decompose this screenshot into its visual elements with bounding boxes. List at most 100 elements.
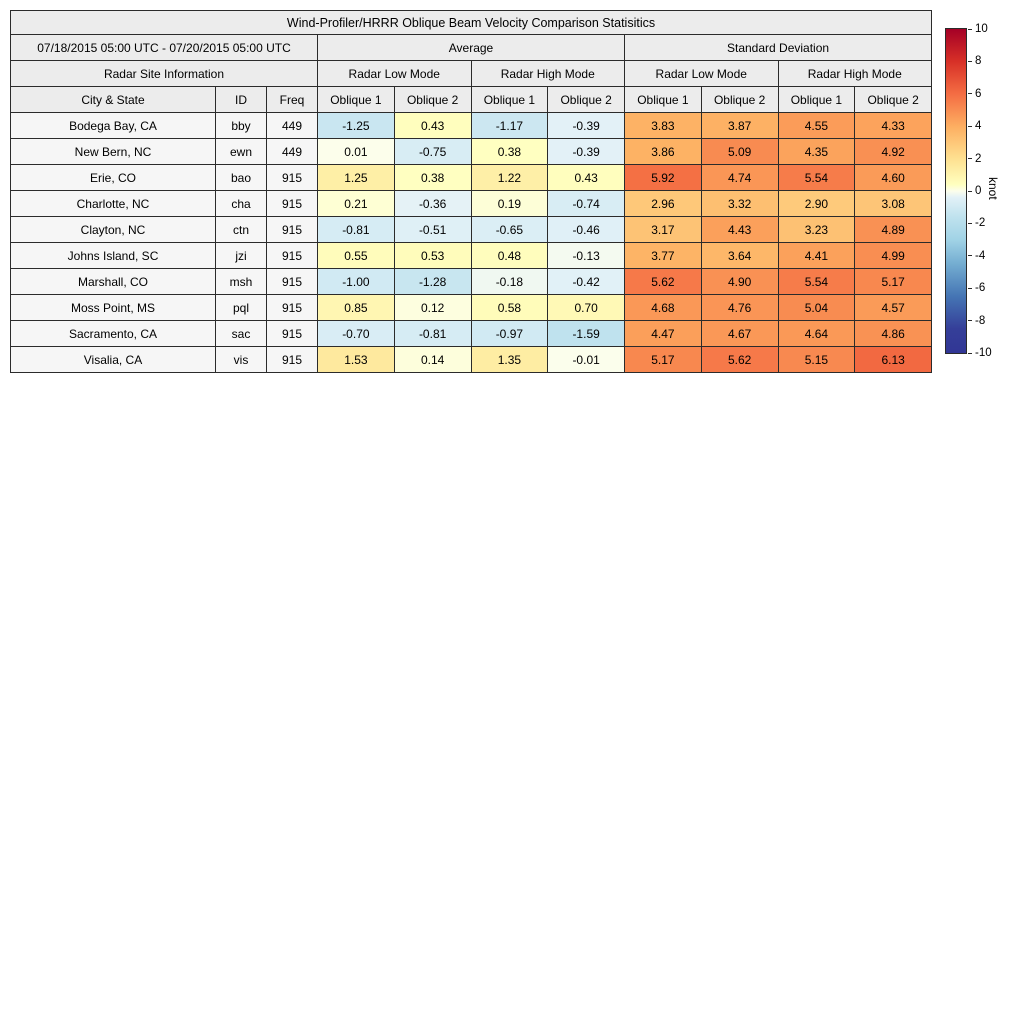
value-cell: 4.76 (700, 294, 779, 321)
group-header-row: 07/18/2015 05:00 UTC - 07/20/2015 05:00 … (10, 34, 933, 61)
table-row: Marshall, CO msh 915 -1.00 -1.28 -0.18 -0.42 5.… (10, 268, 933, 295)
value-cell: 0.55 (317, 242, 395, 269)
city-state-header: City & State (10, 86, 216, 113)
value-cell: 0.85 (317, 294, 395, 321)
colorbar-tick-label: 0 (975, 184, 982, 197)
city-cell: Charlotte, NC (10, 190, 216, 217)
colorbar-tick-mark (968, 60, 972, 62)
stats-table: Wind-Profiler/HRRR Oblique Beam Velocity… (9, 10, 933, 373)
city-cell: Johns Island, SC (10, 242, 216, 269)
value-cell: 5.04 (777, 294, 856, 321)
table-row: Sacramento, CA sac 915 -0.70 -0.81 -0.97 -1.59… (10, 320, 933, 347)
freq-cell: 915 (266, 190, 318, 217)
value-cell: 4.33 (854, 112, 933, 139)
value-cell: 4.99 (854, 242, 933, 269)
value-cell: -0.36 (393, 190, 472, 217)
colorbar-tick-label: -6 (975, 281, 986, 294)
value-cell: 4.67 (700, 320, 779, 347)
value-cell: -0.46 (547, 216, 625, 243)
colorbar-tick-label: -4 (975, 249, 986, 262)
table-row: Erie, CO bao 915 1.25 0.38 1.22 0.43 5.92 4.74 5.… (10, 164, 933, 191)
value-cell: 0.58 (470, 294, 549, 321)
value-cell: -0.51 (393, 216, 472, 243)
avg-high-mode-header: Radar High Mode (470, 60, 625, 87)
value-cell: 4.60 (854, 164, 933, 191)
colorbar-tick-mark (968, 287, 972, 289)
table-row: New Bern, NC ewn 449 0.01 -0.75 0.38 -0.39 3.86… (10, 138, 933, 165)
id-cell: cha (215, 190, 267, 217)
colorbar-tick-mark (968, 222, 972, 224)
freq-cell: 915 (266, 164, 318, 191)
table-row: Clayton, NC ctn 915 -0.81 -0.51 -0.65 -0.46 3.1… (10, 216, 933, 243)
value-cell: -1.17 (470, 112, 549, 139)
colorbar-tick-mark (968, 93, 972, 95)
value-cell: 2.90 (777, 190, 856, 217)
colorbar-tick-mark (968, 28, 972, 30)
id-cell: jzi (215, 242, 267, 269)
colorbar: 10 8 6 4 2 0 -2 -4 -6 -8 -10 knot (945, 23, 1000, 359)
value-cell: 1.53 (317, 346, 395, 373)
colorbar-tick-label: -2 (975, 217, 986, 230)
site-info-header: Radar Site Information (10, 60, 318, 87)
value-cell: 4.86 (854, 320, 933, 347)
oblique2-header: Oblique 2 (393, 86, 472, 113)
value-cell: 4.47 (624, 320, 702, 347)
value-cell: -0.75 (393, 138, 472, 165)
value-cell: -0.97 (470, 320, 549, 347)
value-cell: 4.68 (624, 294, 702, 321)
avg-low-mode-header: Radar Low Mode (317, 60, 472, 87)
value-cell: 3.87 (700, 112, 779, 139)
freq-cell: 915 (266, 346, 318, 373)
colorbar-tick-label: 2 (975, 152, 982, 165)
table-title: Wind-Profiler/HRRR Oblique Beam Velocity… (9, 10, 933, 35)
city-cell: New Bern, NC (10, 138, 216, 165)
value-cell: 0.53 (393, 242, 472, 269)
table-row: Moss Point, MS pql 915 0.85 0.12 0.58 0.70 4.68… (10, 294, 933, 321)
colorbar-tick-mark (968, 352, 972, 354)
id-cell: msh (215, 268, 267, 295)
colorbar-tick-label: 4 (975, 119, 982, 132)
value-cell: -0.39 (547, 138, 625, 165)
city-cell: Sacramento, CA (10, 320, 216, 347)
value-cell: 4.90 (700, 268, 779, 295)
colorbar-axis-label: knot (986, 177, 1000, 200)
table-row: Charlotte, NC cha 915 0.21 -0.36 0.19 -0.74 2.9… (10, 190, 933, 217)
table-row: Visalia, CA vis 915 1.53 0.14 1.35 -0.01 5.17 5.… (10, 346, 933, 373)
freq-cell: 915 (266, 320, 318, 347)
value-cell: 0.43 (393, 112, 472, 139)
value-cell: 0.19 (470, 190, 549, 217)
value-cell: 5.54 (777, 164, 856, 191)
value-cell: 5.62 (624, 268, 702, 295)
title-row: Wind-Profiler/HRRR Oblique Beam Velocity… (9, 10, 933, 35)
value-cell: 3.64 (700, 242, 779, 269)
value-cell: -1.59 (547, 320, 625, 347)
colorbar-tick-mark (968, 125, 972, 127)
value-cell: 0.38 (393, 164, 472, 191)
value-cell: 4.92 (854, 138, 933, 165)
value-cell: 4.74 (700, 164, 779, 191)
value-cell: -0.81 (317, 216, 395, 243)
value-cell: 2.96 (624, 190, 702, 217)
value-cell: -0.74 (547, 190, 625, 217)
id-cell: sac (215, 320, 267, 347)
city-cell: Visalia, CA (10, 346, 216, 373)
freq-cell: 915 (266, 216, 318, 243)
value-cell: 3.23 (777, 216, 856, 243)
oblique1-header: Oblique 1 (470, 86, 549, 113)
value-cell: 4.64 (777, 320, 856, 347)
oblique2-header: Oblique 2 (854, 86, 933, 113)
value-cell: -0.70 (317, 320, 395, 347)
value-cell: 0.38 (470, 138, 549, 165)
value-cell: -0.39 (547, 112, 625, 139)
colorbar-gradient: 10 8 6 4 2 0 -2 -4 -6 -8 -10 (945, 23, 992, 359)
table-row: Johns Island, SC jzi 915 0.55 0.53 0.48 -0.13 3… (10, 242, 933, 269)
value-cell: 3.86 (624, 138, 702, 165)
value-cell: -1.28 (393, 268, 472, 295)
id-cell: ctn (215, 216, 267, 243)
std-group-header: Standard Deviation (623, 34, 933, 61)
value-cell: 5.15 (777, 346, 856, 373)
value-cell: -0.42 (547, 268, 625, 295)
freq-cell: 915 (266, 242, 318, 269)
freq-cell: 915 (266, 268, 318, 295)
